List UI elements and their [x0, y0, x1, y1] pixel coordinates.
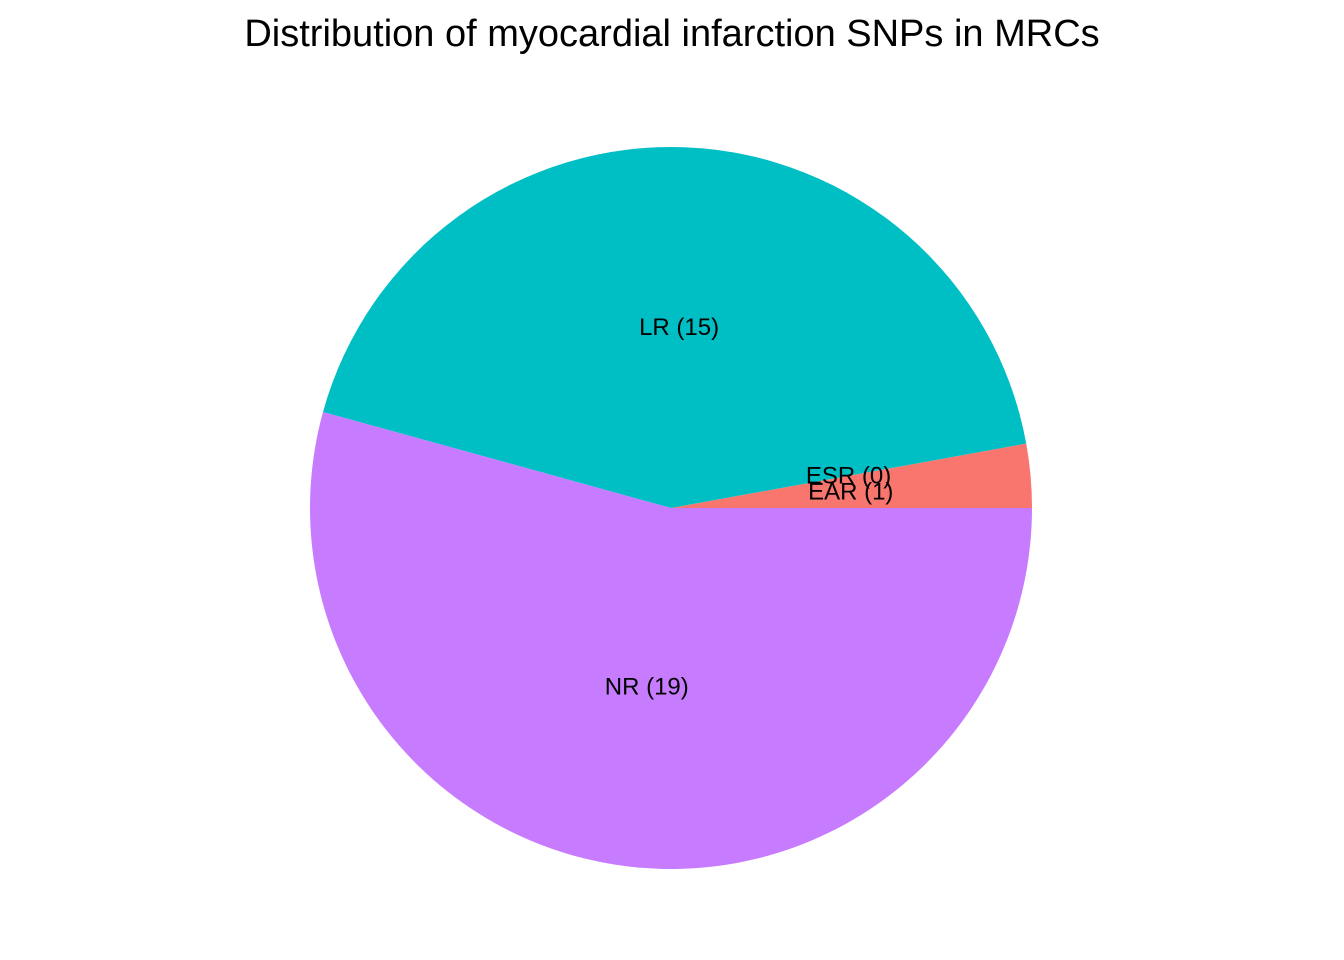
pie-label-ear: EAR (1) — [808, 478, 893, 505]
pie-label-esr: ESR (0) — [806, 462, 891, 489]
pie-label-nr: NR (19) — [605, 673, 689, 700]
pie-slice-lr — [323, 146, 1027, 508]
pie-slice-nr — [310, 411, 1033, 870]
pie-labels: EAR (1)ESR (0) LR (15) NR (19) — [605, 314, 894, 700]
pie-label-lr: LR (15) — [639, 314, 719, 341]
pie-slices — [310, 146, 1033, 870]
chart-title: Distribution of myocardial infarction SN… — [244, 13, 1100, 55]
pie-slice-ear — [671, 443, 1032, 508]
